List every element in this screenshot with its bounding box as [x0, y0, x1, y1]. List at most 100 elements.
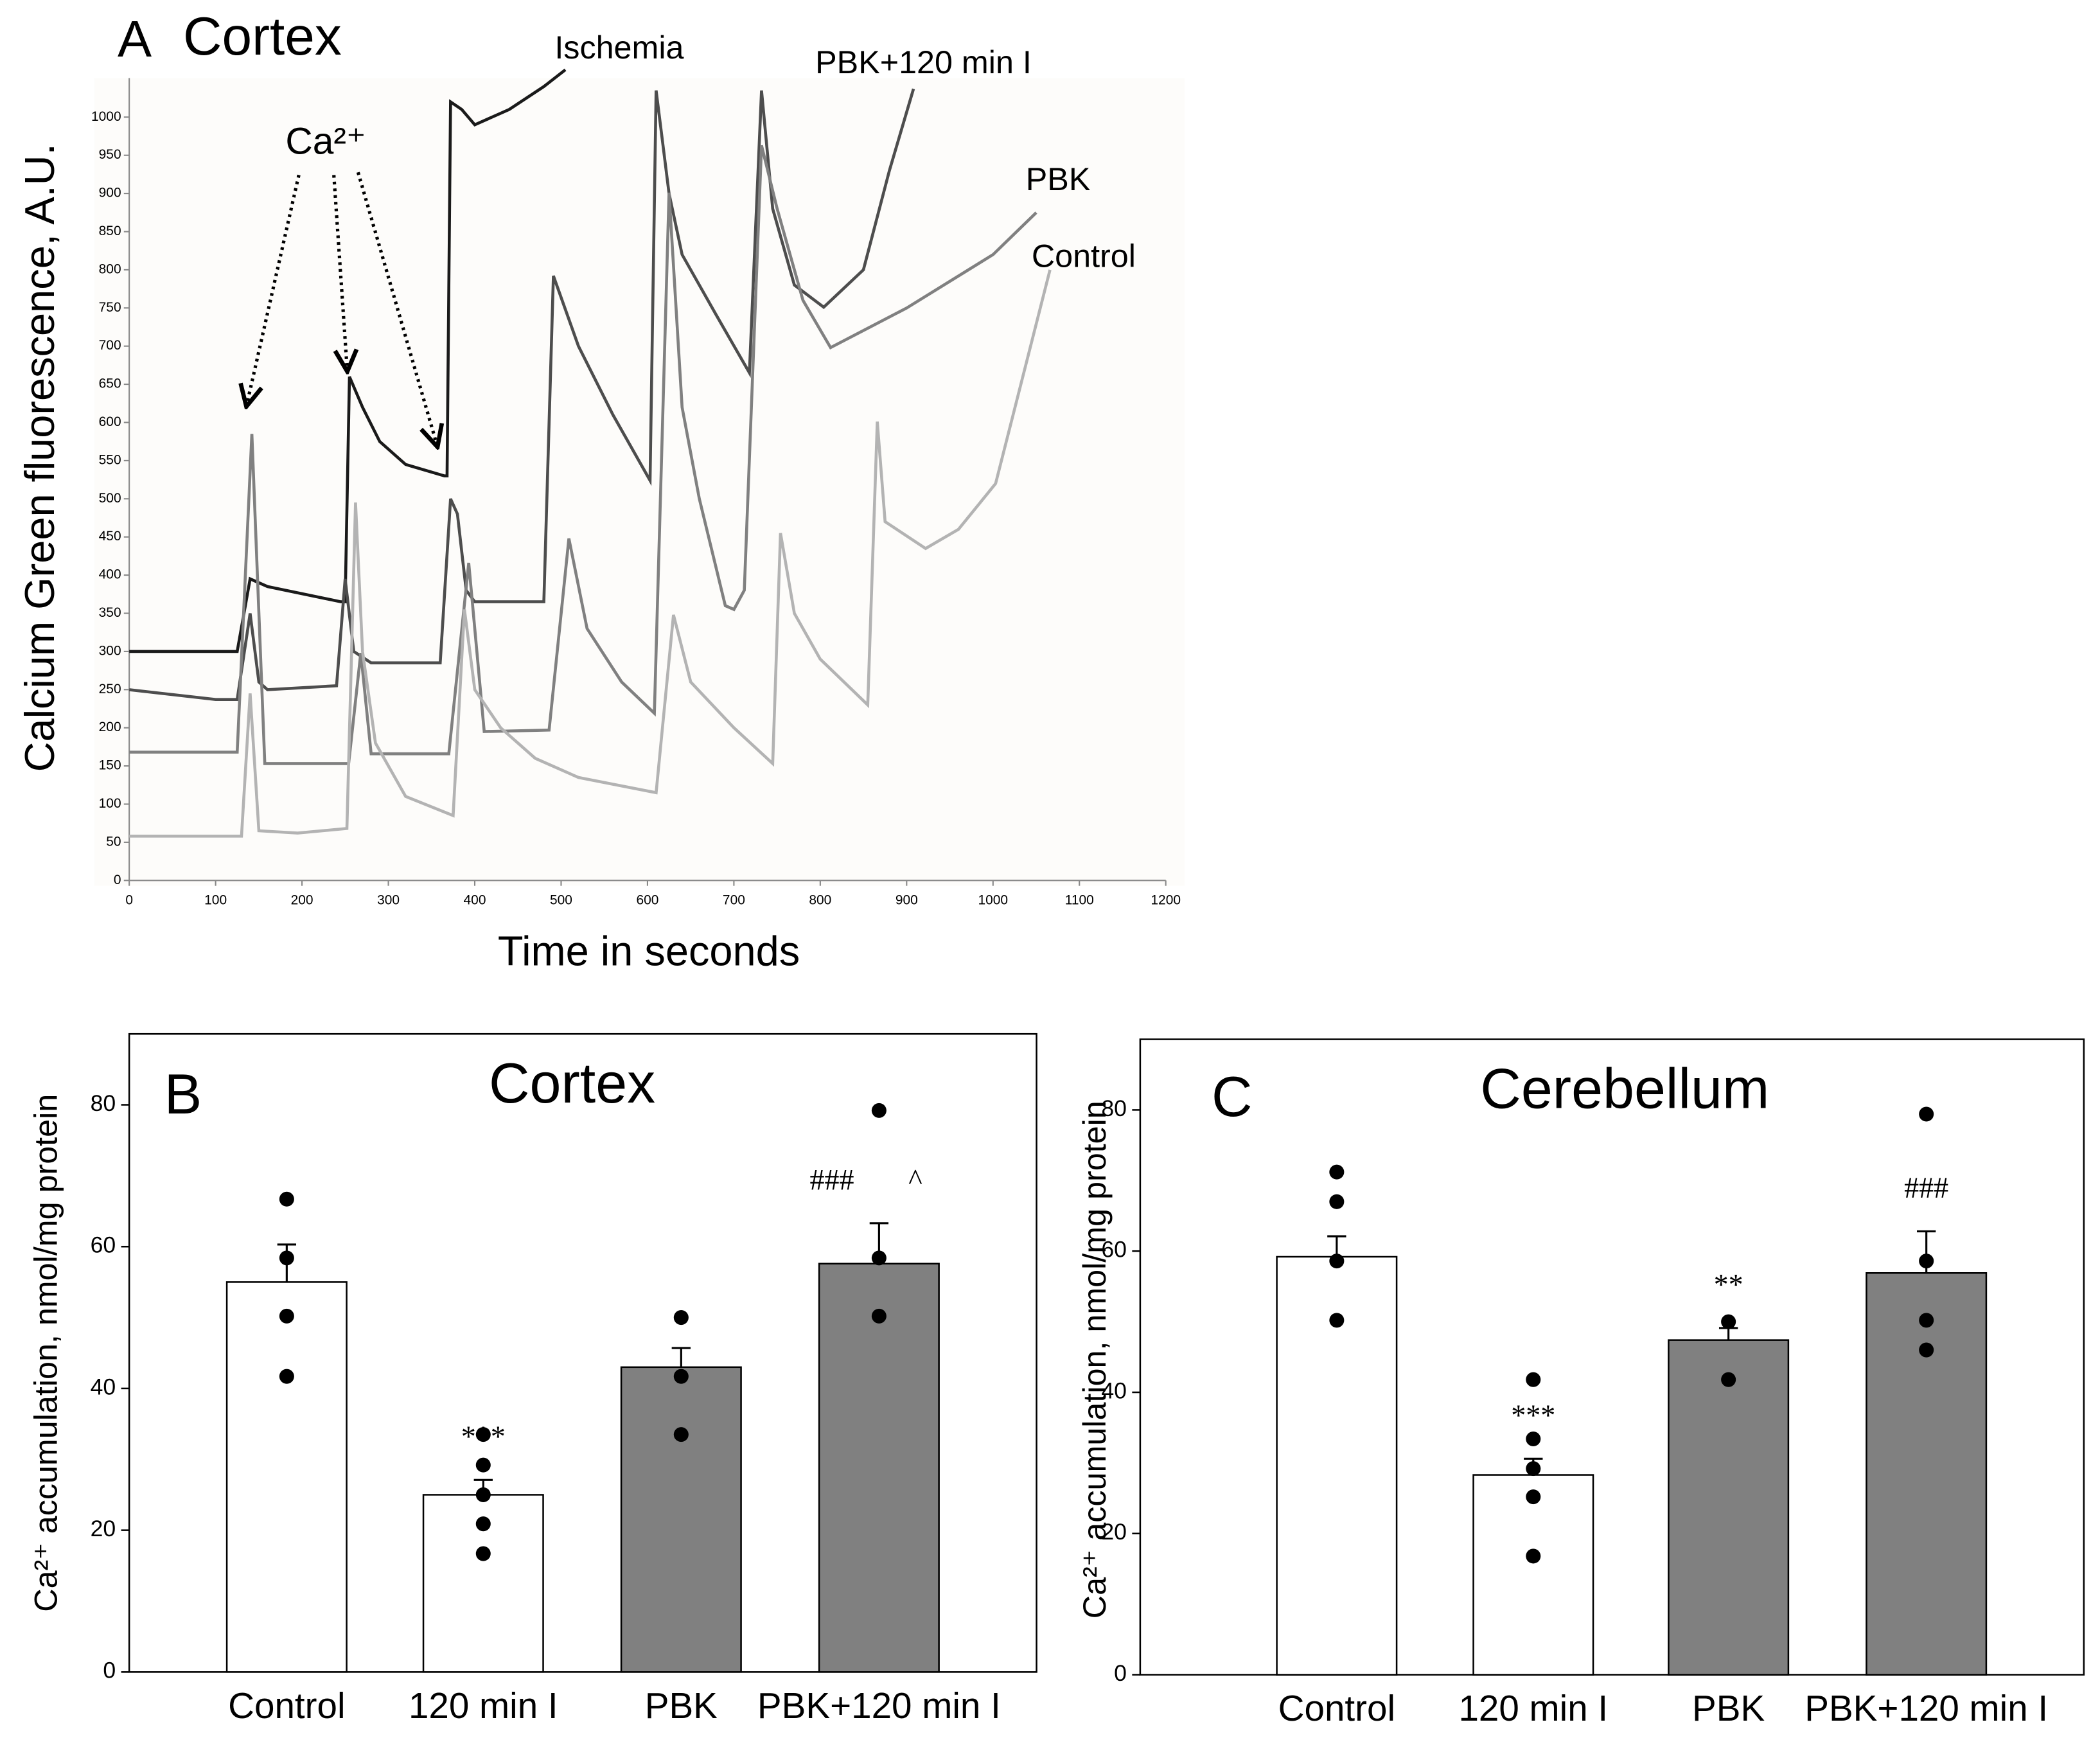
y-tick-label: 100	[99, 796, 121, 811]
significance-label: ***	[461, 1420, 506, 1453]
x-tick-label: 600	[636, 892, 658, 907]
data-line	[129, 269, 1052, 838]
y-tick-label: 400	[99, 567, 121, 582]
y-tick-label: 1000	[91, 109, 121, 124]
data-point	[279, 1250, 294, 1266]
data-point	[475, 1546, 491, 1561]
x-tick-label: Control	[228, 1685, 345, 1726]
y-tick-label: 500	[99, 491, 121, 506]
y-tick-label: 700	[99, 338, 121, 353]
plot-background	[94, 78, 1185, 886]
y-tick-label: 80	[1101, 1095, 1127, 1121]
arrow	[332, 175, 348, 371]
x-tick-label: 300	[377, 892, 400, 907]
data-point	[1329, 1194, 1345, 1209]
chart-title: Cortex	[183, 6, 342, 66]
panel-label: B	[164, 1062, 202, 1126]
data-point	[673, 1369, 689, 1384]
y-tick-label: 150	[99, 758, 121, 773]
ca-arrows	[246, 172, 437, 447]
y-tick-label: 300	[99, 643, 121, 658]
data-line	[129, 145, 1037, 765]
chart-title: Cortex	[489, 1051, 655, 1115]
y-tick-label: 40	[91, 1374, 116, 1399]
y-tick-label: 80	[91, 1090, 116, 1116]
y-tick-label: 0	[1114, 1660, 1127, 1686]
y-tick-label: 60	[1101, 1237, 1127, 1263]
y-tick-label: 250	[99, 682, 121, 696]
data-point	[1526, 1461, 1541, 1476]
chart-title: Cerebellum	[1480, 1057, 1769, 1121]
series-label: PBK	[1026, 161, 1091, 197]
data-point	[475, 1487, 491, 1502]
significance-label: ###	[1904, 1171, 1948, 1204]
y-tick-label: 350	[99, 605, 121, 620]
y-tick-label: 20	[1101, 1519, 1127, 1545]
annotation: Ca²⁺	[285, 121, 366, 163]
data-point	[1919, 1342, 1934, 1358]
x-tick-label: 1000	[978, 892, 1008, 907]
x-tick-label: 1200	[1151, 892, 1181, 907]
x-tick-label: 500	[550, 892, 572, 907]
x-tick-label: 800	[809, 892, 831, 907]
data-point	[475, 1457, 491, 1473]
data-point	[475, 1427, 491, 1442]
data-point	[1329, 1164, 1345, 1180]
y-tick-label: 0	[114, 873, 121, 887]
data-point	[1721, 1372, 1736, 1387]
significance-label: ###	[809, 1164, 854, 1196]
series-label: PBK+120 min I	[815, 44, 1032, 80]
data-point	[871, 1250, 887, 1266]
data-point	[871, 1308, 887, 1324]
arrow	[246, 174, 301, 406]
data-point	[279, 1308, 294, 1324]
y-tick-label: 40	[1101, 1378, 1127, 1403]
y-tick-label: 200	[99, 720, 121, 734]
x-tick-label: 1100	[1065, 892, 1094, 907]
data-point	[1526, 1431, 1541, 1447]
y-tick-label: 850	[99, 224, 121, 238]
panel-label: A	[118, 10, 152, 67]
x-axis-title: Time in seconds	[498, 928, 800, 975]
x-tick-label: 200	[291, 892, 313, 907]
y-axis-title: Ca²⁺ accumulation, nmol/mg protein	[1076, 1101, 1113, 1618]
y-tick-label: 650	[99, 377, 121, 391]
y-tick-label: 450	[99, 529, 121, 544]
arrow	[356, 172, 437, 447]
y-tick-label: 60	[91, 1232, 116, 1258]
data-line	[129, 68, 567, 653]
data-point	[1721, 1314, 1736, 1329]
bar	[818, 1263, 940, 1673]
x-tick-label: 400	[464, 892, 486, 907]
x-tick-label: 700	[723, 892, 745, 907]
bar	[225, 1281, 348, 1673]
y-tick-label: 950	[99, 147, 121, 162]
y-axis-title: Calcium Green fluorescence, A.U.	[16, 143, 63, 772]
y-tick-label: 550	[99, 452, 121, 467]
bar	[1472, 1474, 1594, 1676]
data-point	[1526, 1372, 1541, 1387]
data-point	[279, 1369, 294, 1384]
y-tick-label: 600	[99, 414, 121, 429]
data-point	[1329, 1254, 1345, 1269]
series-label: Ischemia	[554, 29, 684, 66]
x-tick-label: PBK+120 min I	[1804, 1688, 2048, 1728]
bar	[1866, 1272, 1988, 1676]
x-tick-label: 0	[125, 892, 133, 907]
data-point	[1329, 1313, 1345, 1328]
x-tick-label: 120 min I	[409, 1685, 558, 1726]
data-point	[1919, 1254, 1934, 1269]
data-point	[673, 1310, 689, 1326]
panel-label: C	[1212, 1065, 1253, 1128]
x-tick-label: 100	[204, 892, 227, 907]
data-point	[475, 1516, 491, 1532]
y-tick-label: 800	[99, 262, 121, 276]
x-tick-label: 900	[896, 892, 918, 907]
significance-label: **	[1714, 1268, 1743, 1301]
data-point	[871, 1103, 887, 1118]
significance-label: ^	[908, 1164, 922, 1196]
bar	[1668, 1339, 1790, 1676]
x-tick-label: PBK	[645, 1685, 718, 1726]
